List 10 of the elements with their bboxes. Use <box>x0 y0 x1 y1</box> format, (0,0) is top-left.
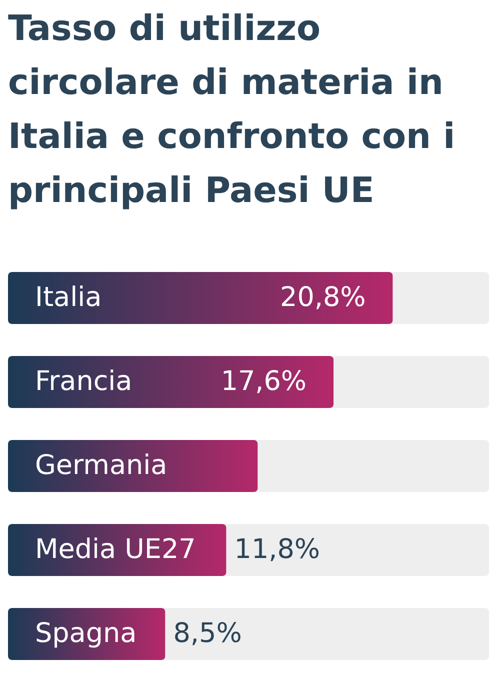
y-tick-label: Italia <box>35 282 102 313</box>
y-tick-label: Spagna <box>35 618 137 649</box>
data-label: 17,6% <box>220 366 307 397</box>
data-label: 11,8% <box>234 534 320 565</box>
data-label: 8,5% <box>173 618 242 649</box>
data-label: 20,8% <box>280 282 366 313</box>
y-tick-label: Media UE27 <box>35 534 196 565</box>
chart-title: Tasso di utilizzo circolare di materia in Italia e confronto con i principali Paesi UE <box>8 9 456 211</box>
y-tick-label: Germania <box>35 450 168 481</box>
y-tick-label: Francia <box>35 366 132 397</box>
